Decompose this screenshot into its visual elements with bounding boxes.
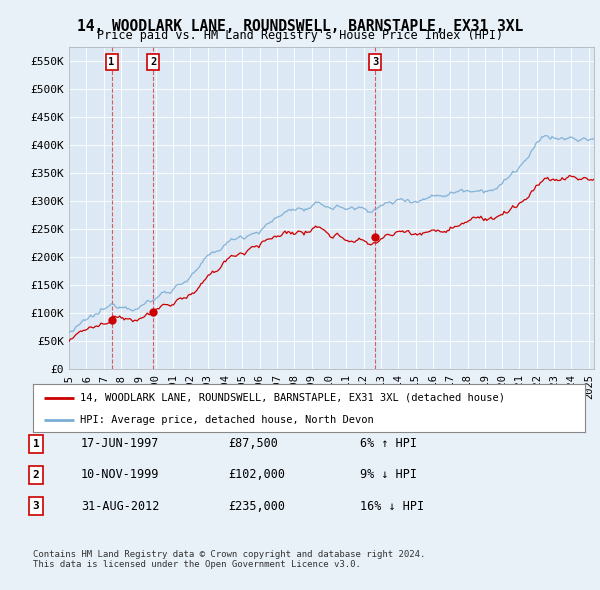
- Text: 2: 2: [150, 57, 157, 67]
- Text: 14, WOODLARK LANE, ROUNDSWELL, BARNSTAPLE, EX31 3XL: 14, WOODLARK LANE, ROUNDSWELL, BARNSTAPL…: [77, 19, 523, 34]
- Text: 1: 1: [32, 439, 40, 448]
- Text: 10-NOV-1999: 10-NOV-1999: [81, 468, 160, 481]
- Text: Contains HM Land Registry data © Crown copyright and database right 2024.
This d: Contains HM Land Registry data © Crown c…: [33, 550, 425, 569]
- Text: 2: 2: [32, 470, 40, 480]
- Text: 17-JUN-1997: 17-JUN-1997: [81, 437, 160, 450]
- Text: £87,500: £87,500: [228, 437, 278, 450]
- Text: 16% ↓ HPI: 16% ↓ HPI: [360, 500, 424, 513]
- Text: 1: 1: [109, 57, 115, 67]
- Text: 9% ↓ HPI: 9% ↓ HPI: [360, 468, 417, 481]
- Text: 14, WOODLARK LANE, ROUNDSWELL, BARNSTAPLE, EX31 3XL (detached house): 14, WOODLARK LANE, ROUNDSWELL, BARNSTAPL…: [80, 392, 505, 402]
- Text: 31-AUG-2012: 31-AUG-2012: [81, 500, 160, 513]
- Text: 6% ↑ HPI: 6% ↑ HPI: [360, 437, 417, 450]
- Text: HPI: Average price, detached house, North Devon: HPI: Average price, detached house, Nort…: [80, 415, 374, 425]
- Text: 3: 3: [372, 57, 378, 67]
- Text: 3: 3: [32, 502, 40, 511]
- Text: £235,000: £235,000: [228, 500, 285, 513]
- Text: £102,000: £102,000: [228, 468, 285, 481]
- Text: Price paid vs. HM Land Registry's House Price Index (HPI): Price paid vs. HM Land Registry's House …: [97, 30, 503, 42]
